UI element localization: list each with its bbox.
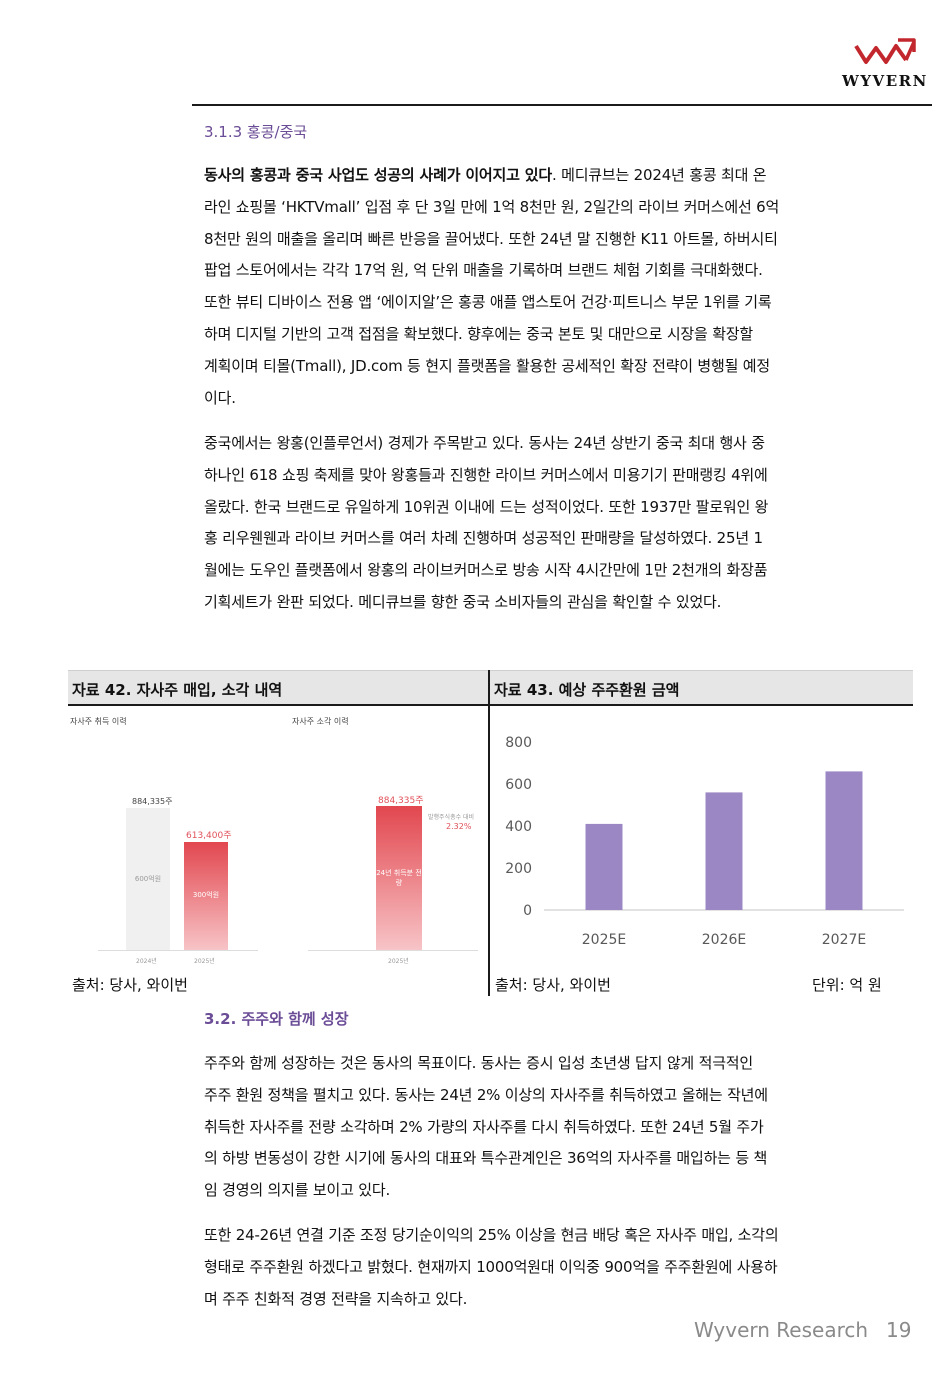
burn-history-label: 자사주 소각 이력 xyxy=(292,717,349,726)
burn-ratio-label: 발행주식총수 대비 xyxy=(428,814,475,821)
axis-2024: 2024년 xyxy=(136,958,157,965)
exhibit-42-header: 자료 42. 자사주 매입, 소각 내역 xyxy=(68,670,488,706)
exhibit-42-title: 자료 42. 자사주 매입, 소각 내역 xyxy=(72,681,283,699)
para-line: 홍 리우웬웬과 라이브 커머스를 여러 차례 진행하며 성공적인 판매량을 달성… xyxy=(204,529,763,548)
bar-burn-inner: 24년 취득분 전량 xyxy=(376,869,422,887)
bar-2024-amount: 600억원 xyxy=(134,875,162,883)
bar-2027E xyxy=(825,771,863,910)
bar-2025-amount: 300억원 xyxy=(192,891,220,899)
y-tick-label: 0 xyxy=(523,903,532,919)
para-line: 기획세트가 완판 되었다. 메디큐브를 향한 중국 소비자들의 관심을 확인할 … xyxy=(204,592,722,611)
wyvern-logo-mark xyxy=(836,34,930,92)
para-line: 며 주주 친화적 경영 전략을 지속하고 있다. xyxy=(204,1289,468,1308)
exhibit-43-header: 자료 43. 예상 주주환원 금액 xyxy=(490,670,913,706)
x-tick-label: 2025E xyxy=(582,932,626,948)
para-line: 의 하방 변동성이 강한 시기에 동사의 대표와 특수관계인은 36억의 자사주… xyxy=(204,1149,768,1168)
y-tick-label: 200 xyxy=(505,861,532,877)
bar-2026E xyxy=(705,792,743,910)
para-line: 취득한 자사주를 전량 소각하며 2% 가량의 자사주를 다시 취득하였다. 또… xyxy=(204,1117,764,1136)
y-tick-label: 800 xyxy=(505,735,532,751)
section-title-32: 3.2. 주주와 함께 성장 xyxy=(204,1010,349,1028)
axis-burn-2025: 2025년 xyxy=(388,958,409,965)
exhibit-43-title: 자료 43. 예상 주주환원 금액 xyxy=(494,681,680,699)
para-line: 임 경영의 의지를 보이고 있다. xyxy=(204,1181,391,1200)
para-line: 이다. xyxy=(204,388,236,407)
para-line: 계획이며 티몰(Tmall), JD.com 등 현지 플랫폼을 활용한 공세적… xyxy=(204,356,771,375)
bar-2025-buyback xyxy=(184,842,228,950)
axis-2025: 2025년 xyxy=(194,958,215,965)
para-line: 중국에서는 왕홍(인플루언서) 경제가 주목받고 있다. 동사는 24년 상반기… xyxy=(204,434,765,452)
para-line: 형태로 주주환원 하겠다고 밝혔다. 현재까지 1000억원대 이익중 900억… xyxy=(204,1257,778,1276)
bar-2024-value: 884,335주 xyxy=(132,797,173,806)
lead-sentence: 동사의 홍콩과 중국 사업도 성공의 사례가 이어지고 있다 xyxy=(204,166,552,184)
exhibit-42-source: 출처: 당사, 와이번 xyxy=(72,976,188,994)
para-line: 라인 쇼핑몰 ‘HKTVmall’ 입점 후 단 3일 만에 1억 8천만 원,… xyxy=(204,197,780,216)
bar-2025-value: 613,400주 xyxy=(186,831,232,841)
section-32-paragraph-1: 주주와 함께 성장하는 것은 동사의 목표이다. 동사는 증시 입성 초년생 답… xyxy=(204,1048,904,1207)
para-line: 팝업 스토어에서는 각각 17억 원, 억 단위 매출을 기록하며 브랜드 체험… xyxy=(204,261,763,280)
para-line: 8천만 원의 매출을 올리며 빠른 반응을 끌어냈다. 또한 24년 말 진행한… xyxy=(204,229,778,248)
para-line: 월에는 도우인 플랫폼에서 왕홍의 라이브커머스로 방송 시작 4시간만에 1만… xyxy=(204,561,768,580)
burn-ratio-value: 2.32% xyxy=(446,822,472,831)
para-line: 주주 환원 정책을 펼치고 있다. 동사는 24년 2% 이상의 자사주를 취득… xyxy=(204,1085,768,1104)
bar-2025E xyxy=(585,823,623,910)
para-line: 동사의 홍콩과 중국 사업도 성공의 사례가 이어지고 있다. 메디큐브는 20… xyxy=(204,166,767,184)
y-tick-label: 600 xyxy=(505,777,532,793)
y-tick-label: 400 xyxy=(505,819,532,835)
para-line: 하며 디지털 기반의 고객 접점을 확보했다. 향후에는 중국 본토 및 대만으… xyxy=(204,324,753,343)
logo-text: WYVERN xyxy=(842,72,928,90)
left-baseline xyxy=(98,950,258,951)
right-baseline xyxy=(308,950,478,951)
buyback-history-label: 자사주 취득 이력 xyxy=(70,717,127,726)
footer-brand: Wyvern Research xyxy=(694,1318,869,1342)
para-line: 주주와 함께 성장하는 것은 동사의 목표이다. 동사는 증시 입성 초년생 답… xyxy=(204,1054,753,1072)
exhibit-divider xyxy=(488,670,490,996)
section-313-paragraph-2: 중국에서는 왕홍(인플루언서) 경제가 주목받고 있다. 동사는 24년 상반기… xyxy=(204,428,904,619)
exhibit-43-source: 출처: 당사, 와이번 xyxy=(495,976,611,994)
bar-burn xyxy=(376,806,422,950)
x-tick-label: 2026E xyxy=(702,932,746,948)
section-32-paragraph-2: 또한 24-26년 연결 기준 조정 당기순이익의 25% 이상을 현금 배당 … xyxy=(204,1220,904,1315)
section-313-paragraph-1: 동사의 홍콩과 중국 사업도 성공의 사례가 이어지고 있다. 메디큐브는 20… xyxy=(204,160,904,414)
para-line: 또한 24-26년 연결 기준 조정 당기순이익의 25% 이상을 현금 배당 … xyxy=(204,1226,779,1244)
section-title-313: 3.1.3 홍콩/중국 xyxy=(204,123,308,141)
bar-2024-buyback xyxy=(126,808,170,950)
exhibit-43-chart: 0 200 400 600 800 2025E 2026E 2027E xyxy=(505,735,904,948)
exhibit-42-image: 자사주 취득 이력 자사주 소각 이력 884,335주 600억원 613,4… xyxy=(68,712,486,968)
page-number: 19 xyxy=(886,1318,912,1342)
para-line: 또한 뷰티 디바이스 전용 앱 ‘에이지알’은 홍콩 애플 앱스토어 건강·피트… xyxy=(204,293,772,312)
bar-burn-value: 884,335주 xyxy=(378,796,424,806)
para-line: 올랐다. 한국 브랜드로 유일하게 10위권 이내에 드는 성적이었다. 또한 … xyxy=(204,497,769,516)
header-rule xyxy=(192,104,932,106)
para-line: 하나인 618 쇼핑 축제를 맞아 왕홍들과 진행한 라이브 커머스에서 미용기… xyxy=(204,465,768,484)
x-tick-label: 2027E xyxy=(822,932,866,948)
exhibit-43-unit: 단위: 억 원 xyxy=(812,976,882,994)
